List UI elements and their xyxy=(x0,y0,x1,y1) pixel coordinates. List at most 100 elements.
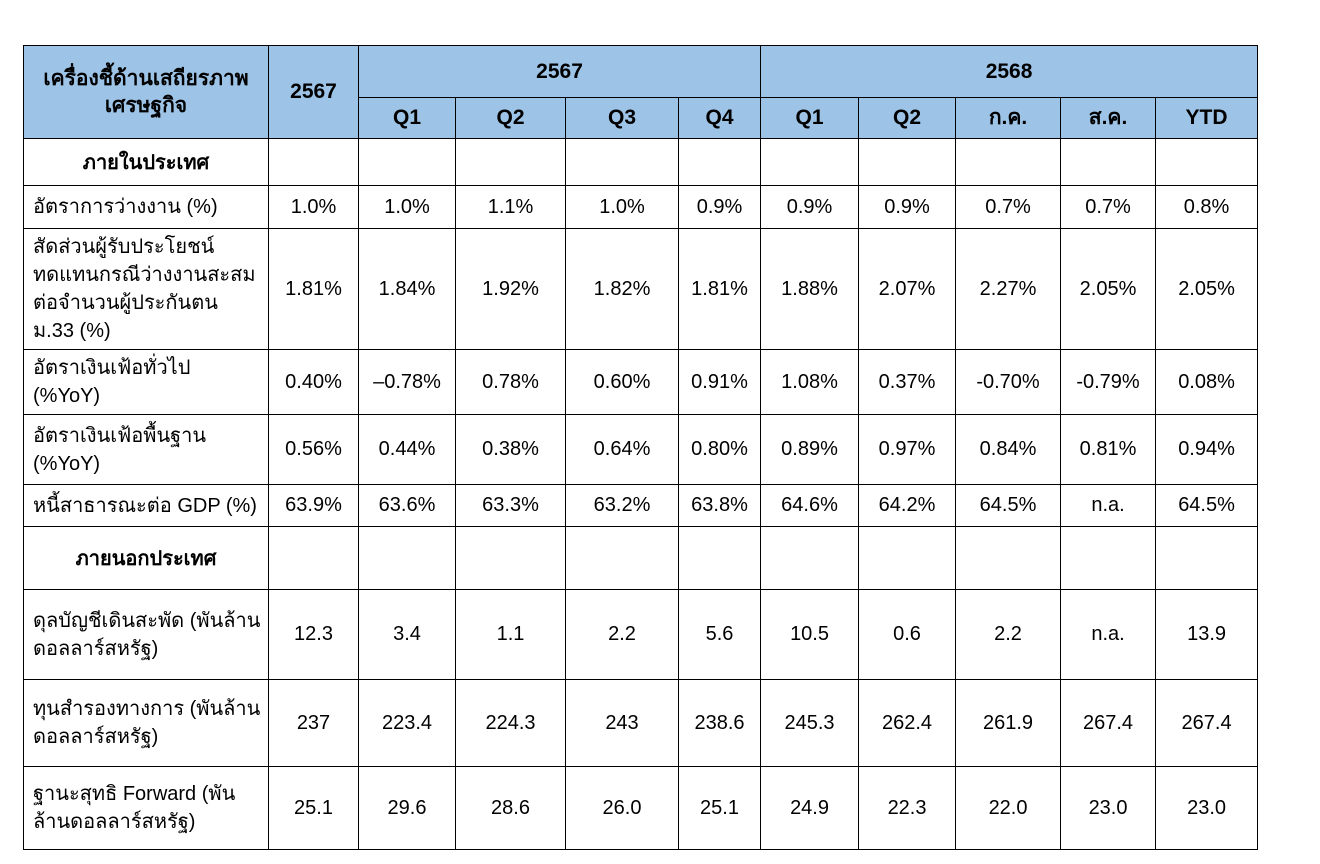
value-cell: 261.9 xyxy=(955,679,1062,767)
value-cell: 237 xyxy=(268,679,359,767)
value-cell: 1.0% xyxy=(268,185,359,229)
value-cell: 28.6 xyxy=(455,766,566,850)
empty-cell xyxy=(858,526,957,590)
empty-cell xyxy=(760,526,860,590)
value-cell: 1.92% xyxy=(455,228,566,350)
row-label: อัตราเงินเฟ้อพื้นฐาน (%YoY) xyxy=(23,414,269,485)
period-header: Q3 xyxy=(565,97,679,139)
row-label: สัดส่วนผู้รับประโยชน์ทดแทนกรณีว่างงานสะส… xyxy=(23,228,269,350)
period-header: Q1 xyxy=(760,97,860,139)
value-cell: 1.1 xyxy=(455,589,566,680)
value-cell: 0.84% xyxy=(955,414,1062,485)
period-header: Q1 xyxy=(358,97,456,139)
value-cell: 1.82% xyxy=(565,228,679,350)
value-cell: 267.4 xyxy=(1060,679,1157,767)
empty-cell xyxy=(268,138,359,186)
empty-cell xyxy=(858,138,957,186)
value-cell: 1.84% xyxy=(358,228,456,350)
value-cell: 267.4 xyxy=(1155,679,1259,767)
value-cell: 0.56% xyxy=(268,414,359,485)
row-label: หนี้สาธารณะต่อ GDP (%) xyxy=(23,484,269,527)
value-cell: 64.5% xyxy=(1155,484,1259,527)
row-label: ทุนสำรองทางการ (พันล้านดอลลาร์สหรัฐ) xyxy=(23,679,269,767)
table-title-cell: เครื่องชี้ด้านเสถียรภาพเศรษฐกิจ xyxy=(23,45,269,139)
value-cell: 262.4 xyxy=(858,679,957,767)
table-row: ฐานะสุทธิ Forward (พันล้านดอลลาร์สหรัฐ) 2… xyxy=(23,766,1259,850)
row-label: ดุลบัญชีเดินสะพัด (พันล้านดอลลาร์สหรัฐ) xyxy=(23,589,269,680)
value-cell: 23.0 xyxy=(1155,766,1259,850)
empty-cell xyxy=(760,138,860,186)
value-cell: n.a. xyxy=(1060,589,1157,680)
period-header-row: Q1 Q2 Q3 Q4 Q1 Q2 ก.ค. ส.ค. YTD xyxy=(24,97,1259,139)
empty-cell xyxy=(1060,526,1157,590)
value-cell: 238.6 xyxy=(677,679,762,767)
value-cell: 1.81% xyxy=(677,228,762,350)
value-cell: 0.44% xyxy=(358,414,456,485)
empty-cell xyxy=(955,138,1062,186)
table-row: หนี้สาธารณะต่อ GDP (%) 63.9% 63.6% 63.3% 63.… xyxy=(23,484,1259,527)
value-cell: 12.3 xyxy=(268,589,359,680)
value-cell: 10.5 xyxy=(760,589,860,680)
table-row: ดุลบัญชีเดินสะพัด (พันล้านดอลลาร์สหรัฐ) 1… xyxy=(23,589,1259,680)
value-cell: 0.9% xyxy=(858,185,957,229)
value-cell: 0.91% xyxy=(677,349,762,415)
value-cell: 1.0% xyxy=(358,185,456,229)
value-cell: 63.8% xyxy=(677,484,762,527)
table-row: สัดส่วนผู้รับประโยชน์ทดแทนกรณีว่างงานสะส… xyxy=(23,228,1259,350)
value-cell: 0.8% xyxy=(1155,185,1259,229)
value-cell: 63.6% xyxy=(358,484,456,527)
value-cell: 63.2% xyxy=(565,484,679,527)
period-header: ก.ค. xyxy=(955,97,1062,139)
value-cell: 1.81% xyxy=(268,228,359,350)
value-cell: 2.07% xyxy=(858,228,957,350)
value-cell: 245.3 xyxy=(760,679,860,767)
empty-cell xyxy=(565,138,679,186)
value-cell: 64.2% xyxy=(858,484,957,527)
value-cell: 0.89% xyxy=(760,414,860,485)
value-cell: 24.9 xyxy=(760,766,860,850)
empty-cell xyxy=(677,526,762,590)
value-cell: 0.6 xyxy=(858,589,957,680)
empty-cell xyxy=(358,138,456,186)
empty-cell xyxy=(268,526,359,590)
value-cell: 22.3 xyxy=(858,766,957,850)
value-cell: 2.05% xyxy=(1060,228,1157,350)
value-cell: 0.08% xyxy=(1155,349,1259,415)
period-header: Q2 xyxy=(858,97,957,139)
empty-cell xyxy=(358,526,456,590)
value-cell: 26.0 xyxy=(565,766,679,850)
row-label: อัตราเงินเฟ้อทั่วไป (%YoY) xyxy=(23,349,269,415)
value-cell: 224.3 xyxy=(455,679,566,767)
value-cell: 0.60% xyxy=(565,349,679,415)
empty-cell xyxy=(677,138,762,186)
value-cell: 63.3% xyxy=(455,484,566,527)
row-label: อัตราการว่างงาน (%) xyxy=(23,185,269,229)
value-cell: 23.0 xyxy=(1060,766,1157,850)
value-cell: 223.4 xyxy=(358,679,456,767)
economic-stability-table: เครื่องชี้ด้านเสถียรภาพเศรษฐกิจ 2567 256… xyxy=(23,45,1259,850)
value-cell: 0.38% xyxy=(455,414,566,485)
value-cell: 1.1% xyxy=(455,185,566,229)
value-cell: 2.2 xyxy=(565,589,679,680)
value-cell: 1.08% xyxy=(760,349,860,415)
section-title: ภายในประเทศ xyxy=(23,138,269,186)
value-cell: 0.37% xyxy=(858,349,957,415)
empty-cell xyxy=(565,526,679,590)
value-cell: 2.2 xyxy=(955,589,1062,680)
value-cell: 0.9% xyxy=(760,185,860,229)
value-cell: 29.6 xyxy=(358,766,456,850)
empty-cell xyxy=(1155,526,1259,590)
value-cell: 0.97% xyxy=(858,414,957,485)
value-cell: 25.1 xyxy=(268,766,359,850)
value-cell: -0.70% xyxy=(955,349,1062,415)
value-cell: n.a. xyxy=(1060,484,1157,527)
value-cell: 3.4 xyxy=(358,589,456,680)
value-cell: 0.78% xyxy=(455,349,566,415)
period-header: Q4 xyxy=(677,97,762,139)
value-cell: 0.94% xyxy=(1155,414,1259,485)
value-cell: 64.5% xyxy=(955,484,1062,527)
table-row: อัตราการว่างงาน (%) 1.0% 1.0% 1.1% 1.0% 0.9% 0… xyxy=(23,185,1259,229)
value-cell: 243 xyxy=(565,679,679,767)
period-header: Q2 xyxy=(455,97,566,139)
